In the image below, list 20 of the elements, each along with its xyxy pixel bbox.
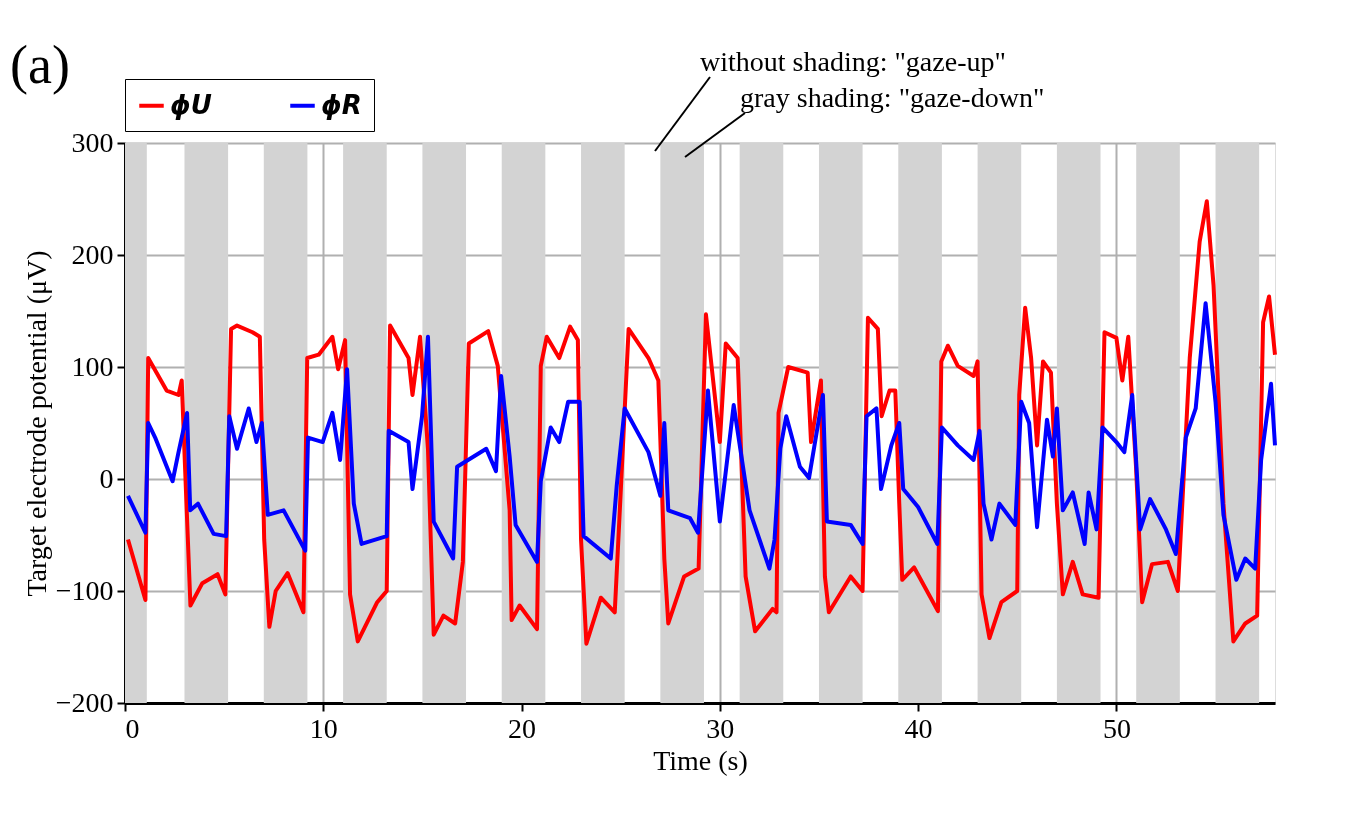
y-tick-label: 0 <box>99 462 114 494</box>
y-axis-title: Target electrode potential (μV) <box>20 250 52 597</box>
y-tick-label: 100 <box>71 350 114 382</box>
legend-label: ϕR <box>321 89 362 120</box>
text: (a) <box>10 35 70 95</box>
y-tick-label: −200 <box>55 686 114 718</box>
x-tick-label: 40 <box>904 712 933 744</box>
x-tick-label: 50 <box>1102 712 1131 744</box>
line-series <box>125 301 1277 582</box>
x-tick-label: 30 <box>706 712 735 744</box>
x-tick-label: 0 <box>125 712 140 744</box>
x-tick-label: 10 <box>309 712 338 744</box>
legend-label: ϕU <box>170 89 212 120</box>
y-tick-label: −100 <box>55 574 114 606</box>
y-tick-label: 300 <box>71 126 114 158</box>
x-axis-title: Time (s) <box>653 744 748 776</box>
text: gray shading: "gaze-down" <box>740 82 1045 113</box>
x-tick-label: 20 <box>508 712 537 744</box>
text: without shading: "gaze-up" <box>700 46 1006 77</box>
y-tick-label: 200 <box>71 238 114 270</box>
